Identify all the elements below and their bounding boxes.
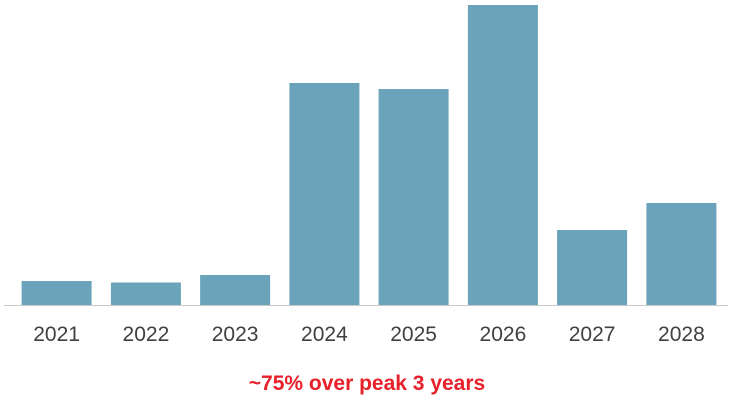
x-tick-label-2024: 2024 xyxy=(301,323,348,346)
bar-2024 xyxy=(289,83,360,305)
bar-2021 xyxy=(21,281,92,305)
bar-2022 xyxy=(110,282,181,305)
x-tick-label-2023: 2023 xyxy=(212,323,259,346)
bar-2027 xyxy=(557,230,628,305)
bar-2026 xyxy=(467,5,538,305)
x-tick-label-2021: 2021 xyxy=(33,323,80,346)
bars-layer xyxy=(21,5,717,305)
bar-2023 xyxy=(200,275,271,305)
x-tick-labels: 2021 2022 2023 2024 2025 2026 2027 2028 xyxy=(33,323,705,346)
x-tick-label-2026: 2026 xyxy=(480,323,527,346)
x-tick-label-2025: 2025 xyxy=(390,323,437,346)
x-tick-label-2028: 2028 xyxy=(658,323,705,346)
x-tick-label-2022: 2022 xyxy=(123,323,170,346)
x-tick-label-2027: 2027 xyxy=(569,323,616,346)
bar-2025 xyxy=(378,89,449,305)
chart-annotation: ~75% over peak 3 years xyxy=(249,372,485,395)
bar-2028 xyxy=(646,203,717,305)
